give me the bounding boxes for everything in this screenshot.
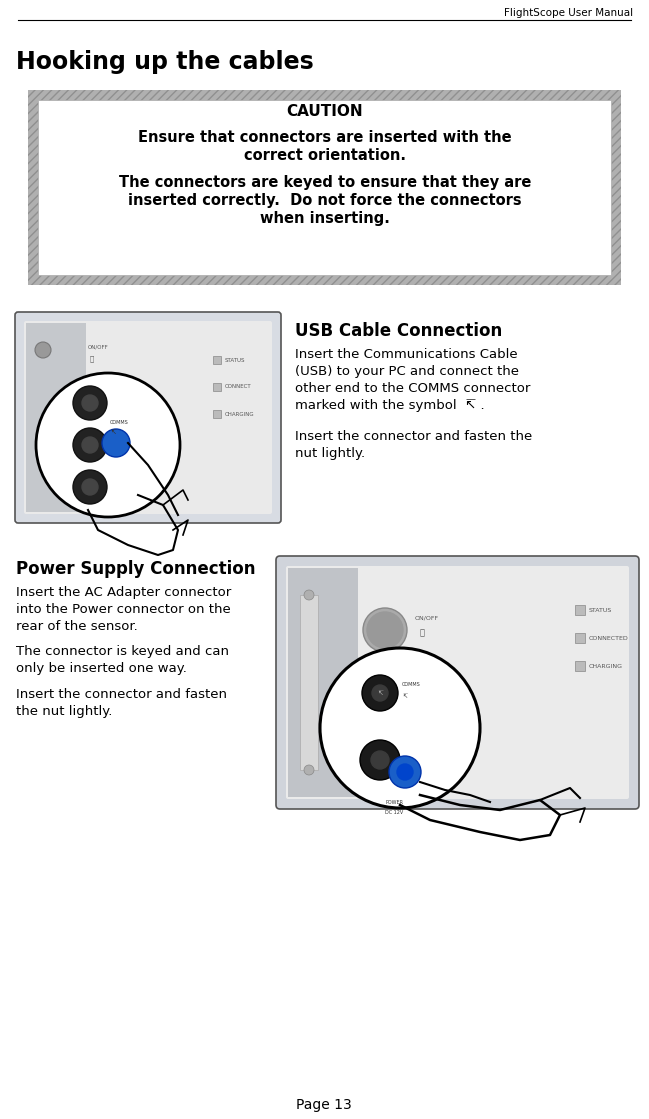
Text: the nut lightly.: the nut lightly. (16, 705, 112, 718)
Text: ON/OFF: ON/OFF (415, 615, 439, 621)
Text: correct orientation.: correct orientation. (244, 148, 406, 163)
Text: ↸: ↸ (110, 429, 116, 435)
Circle shape (73, 427, 107, 462)
Text: nut lightly.: nut lightly. (295, 446, 365, 460)
Text: USB Cable Connection: USB Cable Connection (295, 322, 502, 340)
Text: The connectors are keyed to ensure that they are: The connectors are keyed to ensure that … (119, 175, 531, 190)
Text: Insert the Communications Cable: Insert the Communications Cable (295, 348, 518, 361)
Bar (28, 90, 621, 285)
Text: Insert the AC Adapter connector: Insert the AC Adapter connector (16, 586, 231, 599)
Circle shape (73, 470, 107, 504)
Text: ↸: ↸ (402, 695, 408, 699)
Bar (38, 100, 611, 275)
Text: Insert the connector and fasten the: Insert the connector and fasten the (295, 430, 532, 443)
Text: CONNECTED: CONNECTED (589, 636, 629, 640)
Text: CHARGING: CHARGING (225, 412, 254, 416)
Text: STATUS: STATUS (225, 357, 245, 363)
Text: Page 13: Page 13 (296, 1098, 352, 1112)
Text: COMMS: COMMS (110, 421, 129, 425)
Text: Power Supply Connection: Power Supply Connection (16, 560, 256, 579)
Text: CONNECT: CONNECT (225, 385, 252, 389)
Text: inserted correctly.  Do not force the connectors: inserted correctly. Do not force the con… (129, 192, 522, 208)
Text: rear of the sensor.: rear of the sensor. (16, 620, 138, 633)
Text: Hooking up the cables: Hooking up the cables (16, 50, 313, 74)
Bar (213, 356, 221, 364)
FancyBboxPatch shape (24, 321, 272, 514)
Text: ⓘ: ⓘ (420, 629, 425, 638)
Text: COMMS: COMMS (402, 683, 421, 687)
Text: POWER: POWER (385, 799, 403, 805)
Text: into the Power connector on the: into the Power connector on the (16, 603, 231, 615)
Bar (288, 568, 358, 797)
FancyBboxPatch shape (286, 566, 629, 799)
Circle shape (362, 675, 398, 711)
Bar (575, 633, 585, 643)
Text: when inserting.: when inserting. (260, 211, 390, 226)
Text: other end to the COMMS connector: other end to the COMMS connector (295, 382, 530, 395)
Circle shape (304, 765, 314, 775)
Circle shape (102, 429, 130, 457)
Circle shape (82, 438, 98, 453)
Circle shape (320, 648, 480, 808)
Text: FlightScope User Manual: FlightScope User Manual (504, 8, 633, 18)
Circle shape (371, 751, 389, 769)
FancyBboxPatch shape (15, 312, 281, 523)
Text: ↸: ↸ (377, 690, 383, 696)
Circle shape (36, 373, 180, 517)
Text: marked with the symbol  ↸ .: marked with the symbol ↸ . (295, 399, 485, 412)
Text: STATUS: STATUS (589, 608, 612, 612)
Text: The connector is keyed and can: The connector is keyed and can (16, 645, 229, 658)
Bar (26, 323, 86, 513)
Circle shape (367, 612, 403, 648)
Circle shape (82, 395, 98, 411)
Bar (575, 605, 585, 615)
Bar (575, 661, 585, 671)
FancyBboxPatch shape (276, 556, 639, 809)
Text: CHARGING: CHARGING (589, 664, 623, 668)
Circle shape (35, 342, 51, 358)
Text: DC 12V: DC 12V (385, 809, 403, 815)
Text: (USB) to your PC and connect the: (USB) to your PC and connect the (295, 365, 519, 378)
Circle shape (372, 685, 388, 700)
Circle shape (360, 740, 400, 780)
Bar (300, 595, 318, 770)
Text: ⓘ: ⓘ (90, 356, 94, 363)
Bar (213, 410, 221, 419)
Circle shape (363, 608, 407, 652)
Circle shape (397, 764, 413, 780)
Circle shape (304, 590, 314, 600)
Text: ON/OFF: ON/OFF (88, 345, 109, 349)
Circle shape (82, 479, 98, 495)
Text: Insert the connector and fasten: Insert the connector and fasten (16, 688, 227, 700)
Text: CAUTION: CAUTION (287, 104, 363, 119)
Circle shape (389, 756, 421, 788)
Bar (213, 383, 221, 391)
Text: Ensure that connectors are inserted with the: Ensure that connectors are inserted with… (138, 130, 512, 145)
Circle shape (73, 386, 107, 420)
Text: only be inserted one way.: only be inserted one way. (16, 662, 187, 675)
